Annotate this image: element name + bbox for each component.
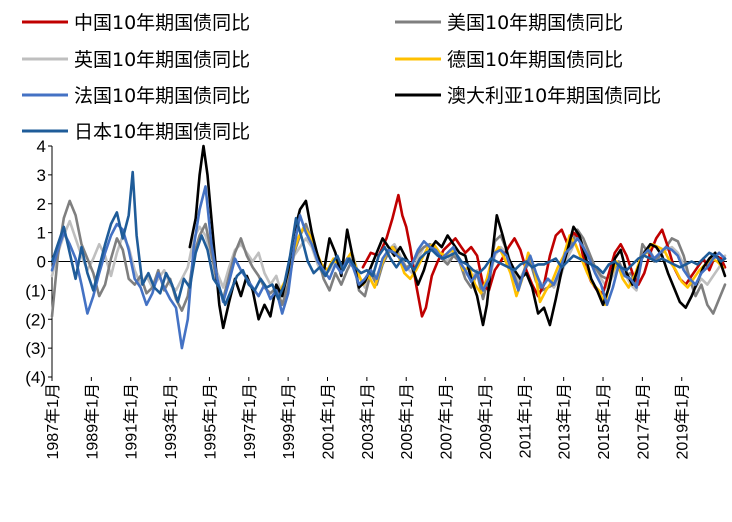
x-tick-label: 1993年1月 — [162, 383, 180, 460]
x-tick-label: 2003年1月 — [359, 383, 377, 460]
x-tick-label: 2017年1月 — [634, 383, 652, 460]
x-tick-label: 2005年1月 — [398, 383, 416, 460]
x-tick-label: 2019年1月 — [674, 383, 692, 460]
x-tick-label: 1999年1月 — [280, 383, 298, 460]
x-tick-label: 1991年1月 — [123, 383, 141, 460]
y-tick-label: (2) — [25, 310, 46, 329]
legend-item: 中国10年期国债同比 — [22, 12, 250, 34]
legend-label: 英国10年期国债同比 — [74, 49, 250, 71]
y-tick-label: 4 — [37, 137, 46, 156]
legend-label: 澳大利亚10年期国债同比 — [447, 85, 661, 107]
x-tick-label: 2007年1月 — [438, 383, 456, 460]
series-line — [50, 170, 727, 307]
legend-item: 澳大利亚10年期国债同比 — [395, 85, 661, 107]
x-tick-label: 2015年1月 — [595, 383, 613, 460]
x-tick-label: 2009年1月 — [477, 383, 495, 460]
legend-item: 美国10年期国债同比 — [395, 12, 623, 34]
legend-label: 日本10年期国债同比 — [74, 121, 250, 143]
series-layer — [50, 144, 727, 350]
y-tick-label: 3 — [37, 166, 46, 185]
legend-label: 美国10年期国债同比 — [447, 12, 623, 34]
x-tick-label: 1989年1月 — [83, 383, 101, 460]
y-tick-label: (4) — [25, 368, 46, 387]
legend-item: 日本10年期国债同比 — [22, 121, 250, 143]
legend-label: 德国10年期国债同比 — [447, 49, 623, 71]
y-axis-ticks: 4 3 2 1 0 (1) (2) (3) (4) — [25, 137, 52, 387]
y-tick-label: 1 — [37, 224, 46, 243]
legend-label: 中国10年期国债同比 — [74, 12, 250, 34]
plot-area — [50, 144, 727, 377]
x-axis-ticks: 1987年1月 1989年1月 1991年1月 1993年1月 1995年1月 1997年… — [44, 377, 692, 460]
x-tick-label: 1987年1月 — [44, 383, 62, 460]
legend-item: 德国10年期国债同比 — [395, 49, 623, 71]
y-tick-label: 0 — [37, 253, 46, 272]
legend-item: 法国10年期国债同比 — [22, 85, 250, 107]
series-line — [50, 185, 727, 350]
x-tick-label: 2001年1月 — [320, 383, 338, 460]
legend-item: 英国10年期国债同比 — [22, 49, 250, 71]
x-tick-label: 2013年1月 — [556, 383, 574, 460]
y-tick-label: 2 — [37, 195, 46, 214]
y-tick-label: (1) — [25, 281, 46, 300]
x-tick-label: 2011年1月 — [516, 383, 534, 458]
legend-label: 法国10年期国债同比 — [74, 85, 250, 107]
series-line — [188, 144, 727, 330]
x-tick-label: 1995年1月 — [201, 383, 219, 460]
y-tick-label: (3) — [25, 339, 46, 358]
x-tick-label: 1997年1月 — [241, 383, 259, 460]
